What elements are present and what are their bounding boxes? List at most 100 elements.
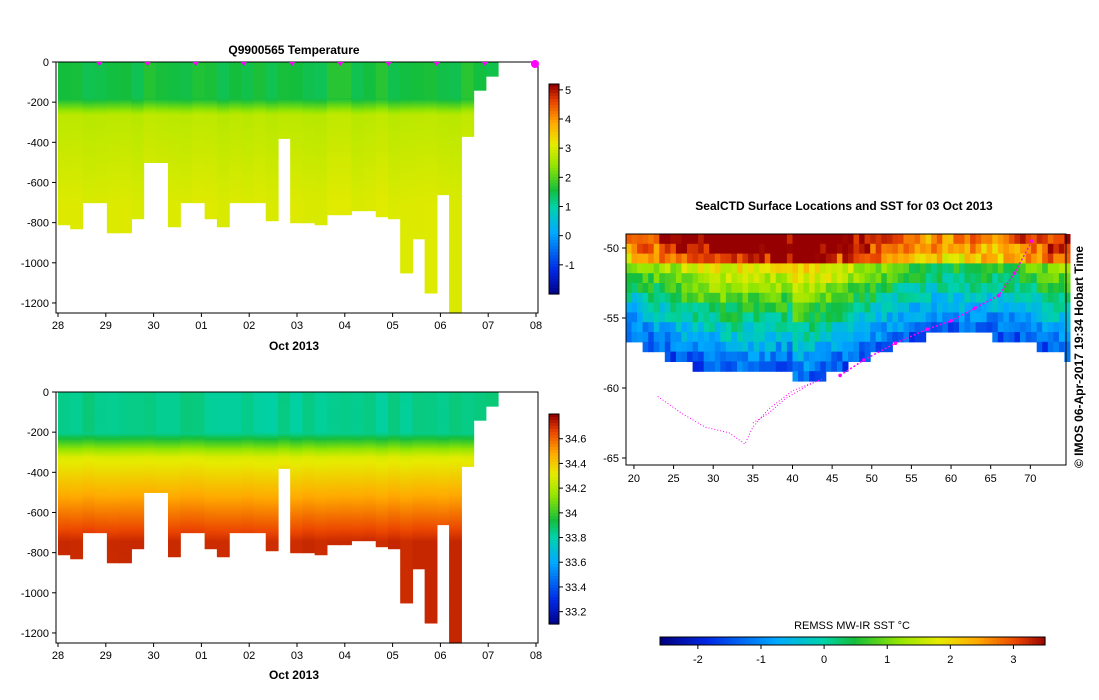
- temperature-cell: [131, 94, 145, 97]
- temperature-cell: [216, 98, 230, 101]
- temperature-cell: [290, 132, 304, 135]
- salinity-cell: [106, 396, 120, 399]
- salinity-cell: [241, 520, 255, 524]
- temperature-cell: [94, 106, 108, 109]
- salinity-cell: [192, 530, 206, 534]
- salinity-cell: [106, 532, 120, 536]
- temperature-cell: [412, 232, 426, 236]
- salinity-cell: [388, 402, 401, 405]
- temperature-cell: [192, 74, 206, 77]
- salinity-cell: [363, 452, 377, 455]
- salinity-cell: [412, 548, 426, 552]
- temperature-cell: [253, 168, 267, 172]
- temperature-cell: [351, 136, 365, 139]
- salinity-cell: [339, 466, 352, 469]
- salinity-cell: [58, 398, 71, 401]
- temperature-cell: [155, 154, 169, 157]
- salinity-cell: [168, 524, 181, 528]
- salinity-cell: [192, 496, 206, 500]
- temperature-cell: [229, 80, 242, 83]
- temperature-cell: [302, 194, 316, 198]
- temperature-cell: [70, 86, 84, 89]
- salinity-cell: [253, 500, 267, 504]
- salinity-cell: [106, 552, 120, 556]
- temperature-cell: [388, 104, 401, 107]
- salinity-cell: [82, 414, 96, 417]
- temperature-cell: [94, 178, 108, 182]
- temperature-cell: [168, 216, 181, 220]
- salinity-cell: [351, 448, 365, 451]
- temperature-cell: [131, 82, 145, 85]
- salinity-cell: [302, 492, 316, 496]
- temperature-cell: [412, 124, 426, 127]
- salinity-cell: [155, 488, 169, 491]
- salinity-cell: [314, 448, 328, 451]
- salinity-cell: [351, 518, 365, 522]
- temperature-cell: [143, 80, 157, 83]
- temperature-cell: [278, 66, 291, 69]
- salinity-cell: [412, 430, 426, 433]
- temperature-cell: [412, 82, 426, 85]
- temperature-cell: [229, 62, 242, 65]
- salinity-cell: [216, 536, 230, 540]
- salinity-cell: [314, 488, 328, 491]
- salinity-cell: [94, 444, 108, 447]
- temperature-cell: [106, 166, 120, 170]
- salinity-cell: [278, 448, 291, 451]
- temperature-cell: [278, 78, 291, 81]
- salinity-cell: [278, 430, 291, 433]
- temperature-cell: [143, 94, 157, 97]
- temperature-cell: [229, 150, 242, 153]
- temperature-cell: [58, 120, 71, 123]
- temperature-cell: [363, 124, 377, 127]
- temperature-colorbar-swatch: [549, 273, 559, 277]
- salinity-cell: [290, 482, 304, 485]
- temperature-cell: [119, 88, 132, 91]
- temperature-cell: [351, 134, 365, 137]
- temperature-cell: [339, 200, 352, 204]
- salinity-cell: [339, 438, 352, 441]
- salinity-cell: [168, 514, 181, 518]
- temperature-cell: [449, 190, 462, 194]
- salinity-cell: [131, 410, 145, 413]
- temperature-cell: [216, 68, 230, 71]
- temperature-cell: [412, 162, 426, 166]
- salinity-cell: [339, 536, 352, 540]
- salinity-cell: [119, 534, 132, 538]
- temperature-cell: [424, 114, 438, 117]
- temperature-cell: [58, 206, 71, 210]
- salinity-cell: [339, 424, 352, 427]
- temperature-cell: [326, 154, 340, 157]
- salinity-cell: [400, 392, 414, 395]
- temperature-cell: [143, 66, 157, 69]
- salinity-cell: [143, 410, 157, 413]
- salinity-cell: [192, 428, 206, 431]
- salinity-cell: [351, 394, 365, 397]
- temperature-cell: [180, 166, 194, 170]
- salinity-cell: [216, 546, 230, 550]
- salinity-cell: [155, 420, 169, 423]
- salinity-cell: [119, 526, 132, 530]
- temperature-colorbar-swatch: [549, 237, 559, 241]
- salinity-cell: [180, 522, 194, 526]
- salinity-cell: [314, 530, 328, 534]
- temperature-cell: [131, 74, 145, 77]
- temperature-cell: [192, 120, 206, 123]
- salinity-cell: [58, 532, 71, 536]
- temperature-cell: [351, 150, 365, 153]
- temperature-cell: [302, 184, 316, 188]
- temperature-cell: [412, 84, 426, 87]
- temperature-colorbar-swatch: [549, 153, 559, 157]
- salinity-cell: [388, 524, 401, 528]
- salinity-cell: [216, 430, 230, 433]
- temperature-cell: [400, 90, 414, 93]
- salinity-cell: [388, 492, 401, 496]
- temperature-cell: [302, 84, 316, 87]
- salinity-cell: [119, 466, 132, 469]
- profile-marker: [385, 62, 392, 66]
- salinity-cell: [94, 428, 108, 431]
- salinity-cell: [253, 452, 267, 455]
- temperature-cell: [449, 268, 462, 272]
- salinity-cell: [58, 490, 71, 493]
- temperature-cell: [82, 64, 96, 67]
